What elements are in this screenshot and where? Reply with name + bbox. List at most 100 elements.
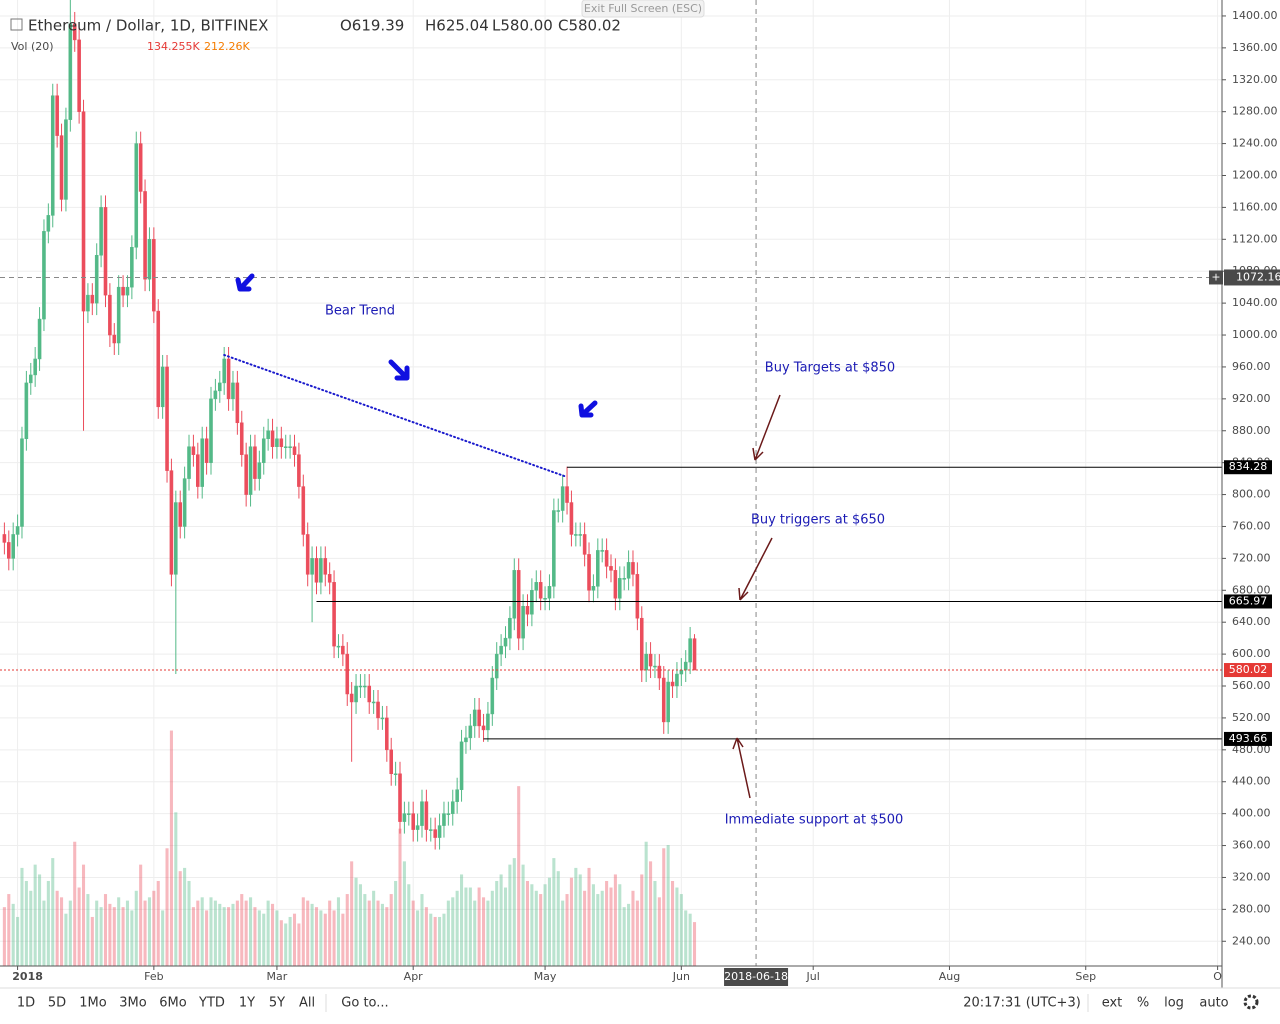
candle-body [556, 510, 561, 512]
candle-body [248, 446, 253, 495]
exit-fullscreen-label: Exit Full Screen (ESC) [584, 2, 702, 15]
toolbar-button[interactable]: % [1137, 996, 1149, 1011]
volume-bar [525, 880, 530, 966]
collapse-icon[interactable] [10, 18, 23, 31]
exit-fullscreen-button[interactable] [581, 0, 705, 18]
volume-bar [622, 907, 626, 966]
volume-title: Vol (20) [11, 40, 54, 53]
candle-body [72, 23, 77, 41]
candle-body [174, 502, 178, 575]
volume-bar [292, 913, 297, 966]
volume-bar [692, 922, 697, 966]
candle-body [152, 239, 156, 312]
candle-body [288, 446, 292, 448]
y-tick-label: 280.00 [1232, 902, 1271, 915]
y-tick-label: 1200.00 [1232, 168, 1278, 181]
candle-body [134, 143, 139, 248]
settings-gear[interactable] [1243, 994, 1259, 1010]
volume-bar [336, 897, 341, 966]
toolbar-button[interactable]: log [1164, 996, 1184, 1011]
candle-body [437, 825, 442, 838]
volume-bar [380, 903, 384, 966]
volume-bar [578, 874, 582, 966]
candle-body [222, 358, 226, 384]
volume-bar [165, 848, 169, 966]
candle-body [200, 438, 204, 487]
candle-body [371, 701, 376, 704]
volume-bar [635, 900, 639, 966]
volume-bar [552, 858, 556, 966]
toolbar-button[interactable]: 3Mo [119, 996, 146, 1011]
toolbar-button[interactable]: All [299, 996, 315, 1011]
volume-bar [433, 916, 437, 966]
toolbar-button[interactable]: 1Mo [79, 996, 106, 1011]
volume-bar [42, 900, 46, 966]
candle-body [28, 374, 33, 384]
volume-bar [468, 887, 472, 966]
volume-bar [218, 903, 222, 966]
toolbar-button[interactable]: 1Y [239, 996, 255, 1011]
y-tick-label: 1000.00 [1232, 328, 1278, 341]
candle-body [490, 677, 495, 715]
candle-body [424, 801, 429, 830]
candle-body [2, 534, 7, 543]
toolbar-button[interactable]: auto [1199, 996, 1228, 1011]
toolbar-button[interactable]: 1D [17, 996, 35, 1011]
volume-bar [117, 897, 121, 966]
volume-bar [288, 916, 292, 966]
candles [2, 0, 697, 850]
volume-bar [33, 864, 37, 966]
candle-body [516, 570, 521, 639]
candle-body [455, 789, 459, 802]
volume-bar [108, 903, 112, 966]
candle-body [622, 578, 626, 580]
candle-body [103, 207, 108, 296]
candle-body [569, 502, 574, 535]
candle-body [20, 438, 24, 527]
candle-body [253, 446, 257, 479]
volume-bar [38, 874, 42, 966]
candle-body [530, 590, 534, 615]
candle-body [81, 111, 86, 312]
candle-body [433, 829, 437, 838]
candle-body [552, 510, 556, 587]
volume-bar [262, 913, 266, 966]
toolbar-button[interactable]: 5D [48, 996, 66, 1011]
candle-body [327, 574, 332, 583]
volume-bar [424, 907, 428, 966]
candle-body [64, 119, 68, 200]
level-label: 665.97 [1229, 594, 1268, 607]
toolbar-button[interactable]: 6Mo [159, 996, 186, 1011]
candle-body [314, 558, 319, 583]
candle-body [407, 813, 411, 815]
crosshair-y-label-bg [1224, 269, 1280, 286]
volume-bar [77, 887, 81, 966]
volume-bar [438, 916, 442, 966]
y-tick-label: 960.00 [1232, 360, 1271, 373]
x-tick-label: Aug [939, 970, 960, 983]
volume-bar [587, 867, 591, 966]
crosshair-x-label-bg [724, 968, 789, 986]
candle-body [363, 685, 367, 688]
toolbar-button[interactable]: 5Y [269, 996, 285, 1011]
candle-body [235, 382, 240, 424]
toolbar-buttons: 1D 5D 1Mo 3Mo 6Mo YTD 1Y 5Y All Go to... ext% log au… [17, 994, 1229, 1012]
volume-bar [574, 867, 578, 966]
level-label-bg [1224, 663, 1272, 678]
candle-body [266, 430, 270, 439]
candle-body [609, 566, 613, 571]
arrows [235, 273, 781, 799]
candle-body [503, 637, 508, 647]
volume-bar [7, 894, 11, 966]
candle-body [543, 598, 547, 600]
toolbar-button[interactable]: YTD [198, 996, 225, 1011]
candle-body [547, 586, 552, 599]
toolbar-button[interactable]: Go to... [341, 996, 388, 1011]
volume-bar [451, 897, 455, 966]
settings-icon[interactable] [1243, 994, 1259, 1010]
volume-bar [653, 880, 657, 966]
x-tick-label: Feb [144, 970, 163, 983]
toolbar-button[interactable]: ext [1102, 996, 1123, 1011]
candle-body [37, 318, 42, 360]
crosshair-plus[interactable] [1209, 270, 1223, 285]
